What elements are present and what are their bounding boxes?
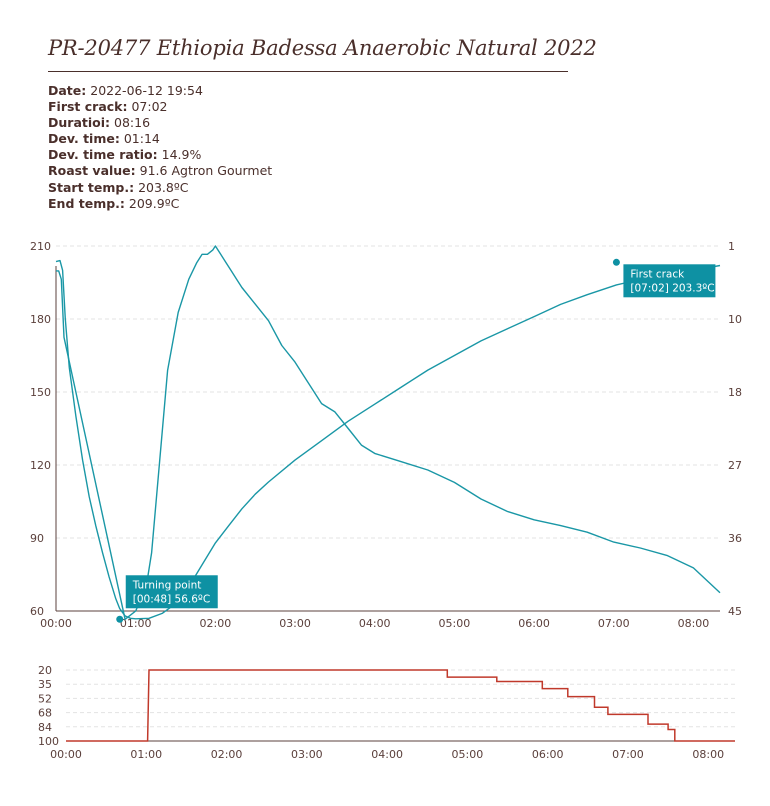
x-tick-06-00: 06:00 [518,617,550,630]
detail-date: Date: 2022-06-12 19:54 [48,83,272,99]
y-right-tick-18: 18 [728,386,742,399]
detail-dev-time: Dev. time: 01:14 [48,131,272,147]
x-tick-08-00: 08:00 [678,617,710,630]
y-left-tick-120: 120 [30,459,51,472]
heat-x-tick-08-00: 08:00 [692,748,724,761]
x-tick-01-00: 01:00 [120,617,152,630]
y-right-tick-45: 45 [728,605,742,618]
roast-details: Date: 2022-06-12 19:54 First crack: 07:0… [48,83,272,212]
y-right-tick-1: 1 [728,240,735,253]
y-right-tick-27: 27 [728,459,742,472]
heat-y-tick-68: 68 [38,707,52,720]
detail-duration: Duratioi: 08:16 [48,115,272,131]
detail-label: Dev. time: [48,131,120,147]
detail-start-temp: Start temp.: 203.8ºC [48,180,272,196]
detail-value: 91.6 Agtron Gourmet [139,163,273,179]
detail-label: First crack: [48,99,128,115]
annotation-detail-Turning-point: [00:48] 56.6ºC [133,593,210,605]
heat-line [66,669,735,742]
detail-value: 2022-06-12 19:54 [90,83,203,98]
annotation-marker-Turning-point [116,615,124,623]
y-right-tick-10: 10 [728,313,742,326]
x-tick-04-00: 04:00 [359,617,391,630]
heat-x-tick-01-00: 01:00 [130,748,162,761]
detail-label: End temp.: [48,195,125,211]
title-divider [48,71,568,72]
detail-roast-value: Roast value: 91.6 Agtron Gourmet [48,163,272,179]
x-tick-03-00: 03:00 [279,617,311,630]
heat-y-tick-84: 84 [38,721,52,734]
heat-x-tick-05-00: 05:00 [452,748,484,761]
detail-value: 14.9% [161,147,202,163]
detail-value: 07:02 [131,99,168,115]
annotation-box-Turning-point [125,575,218,609]
heat-x-tick-00-00: 00:00 [50,748,82,761]
x-tick-00-00: 00:00 [40,617,72,630]
detail-value: 01:14 [123,131,160,147]
annotation-label-First-crack: First crack [630,268,685,280]
heat-x-tick-06-00: 06:00 [532,748,564,761]
y-left-tick-150: 150 [30,386,51,399]
rate-of-rise-line [56,245,721,620]
y-left-tick-60: 60 [30,605,44,618]
detail-end-temp: End temp.: 209.9ºC [48,196,272,212]
detail-value: 08:16 [114,115,151,131]
y-left-tick-180: 180 [30,313,51,326]
detail-value: 203.8ºC [138,179,189,195]
heat-x-tick-07-00: 07:00 [612,748,644,761]
y-left-tick-210: 210 [30,240,51,253]
detail-value: 209.9ºC [128,195,180,211]
x-tick-05-00: 05:00 [439,617,471,630]
y-left-tick-90: 90 [30,532,44,545]
x-tick-07-00: 07:00 [598,617,630,630]
heat-y-tick-100: 100 [38,735,59,748]
annotation-box-First-crack [623,264,716,298]
heat-y-tick-20: 20 [38,664,52,677]
annotation-detail-First-crack: [07:02] 203.3ºC [630,282,714,294]
detail-dev-time-ratio: Dev. time ratio: 14.9% [48,147,272,163]
detail-label: Start temp.: [48,179,135,195]
heat-y-tick-52: 52 [38,692,52,705]
detail-label: Duratioi: [48,115,111,131]
detail-label: Roast value: [48,163,136,179]
annotation-marker-First-crack [612,258,620,266]
page-title: PR-20477 Ethiopia Badessa Anaerobic Natu… [48,36,597,60]
temperature-line [55,259,721,620]
heat-x-tick-04-00: 04:00 [371,748,403,761]
y-right-tick-36: 36 [728,532,742,545]
x-tick-02-00: 02:00 [200,617,232,630]
detail-first-crack: First crack: 07:02 [48,99,272,115]
detail-label: Date: [48,83,87,98]
heat-x-tick-02-00: 02:00 [211,748,243,761]
annotation-label-Turning-point: Turning point [132,579,202,591]
heat-x-tick-03-00: 03:00 [291,748,323,761]
heat-y-tick-35: 35 [38,678,52,691]
detail-label: Dev. time ratio: [48,147,158,163]
temperature-chart: 210 180 150 120 90 60 45 36 27 18 10 1 00:00 01:00 02:… [30,240,742,630]
